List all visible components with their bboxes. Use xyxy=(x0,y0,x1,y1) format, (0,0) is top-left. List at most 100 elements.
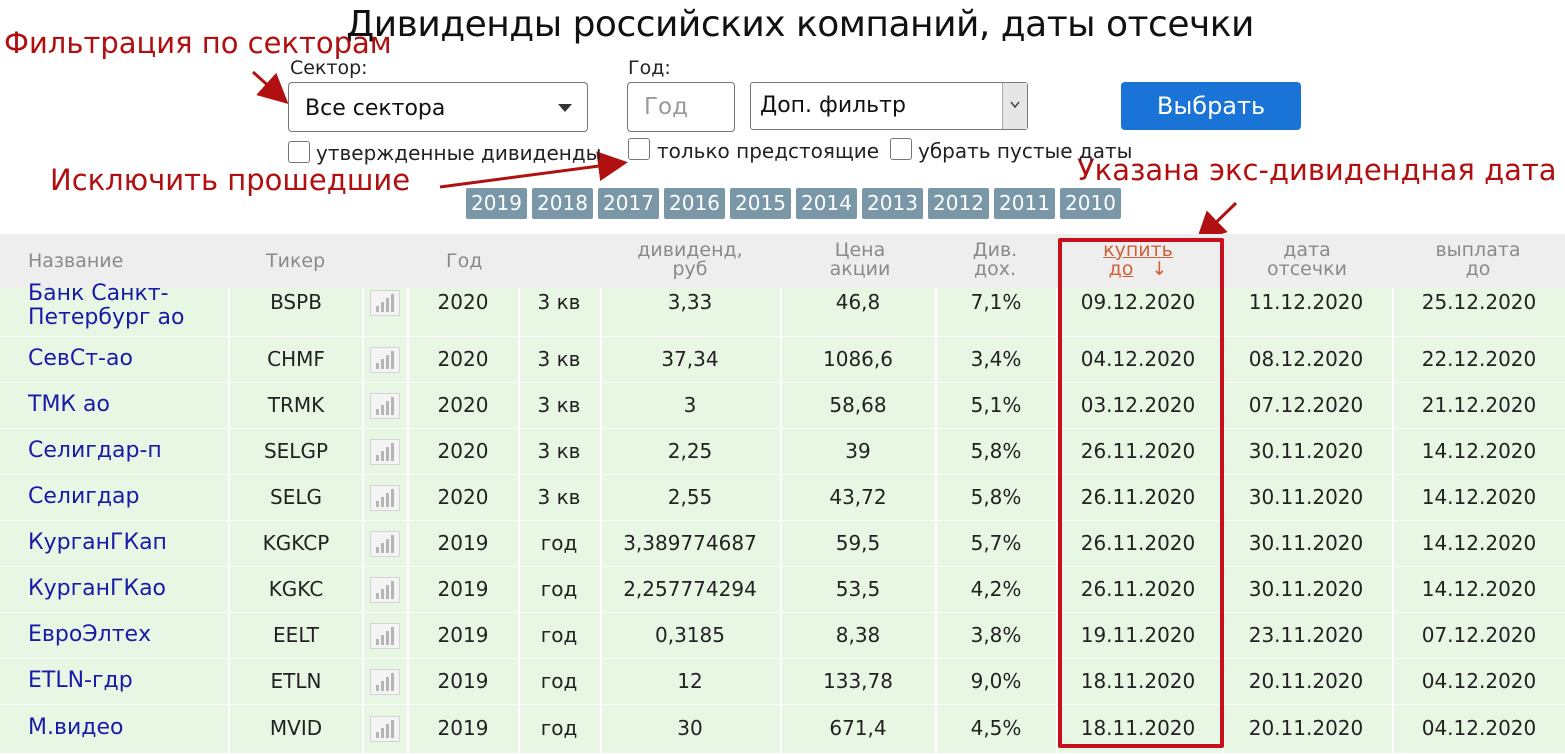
column-divider xyxy=(1392,288,1394,753)
cell-yield: 4,5% xyxy=(970,716,1022,740)
cell-price: 59,5 xyxy=(835,531,881,555)
cell-yield: 3,4% xyxy=(970,347,1022,371)
bar-chart-icon[interactable] xyxy=(370,485,400,511)
cell-buy-by: 09.12.2020 xyxy=(1080,290,1196,314)
company-link[interactable]: М.видео xyxy=(28,715,124,740)
approved-checkbox[interactable] xyxy=(288,141,310,163)
year-button-2014[interactable]: 2014 xyxy=(796,188,857,219)
cell-cutoff: 07.12.2020 xyxy=(1248,393,1364,417)
cell-year: 2019 xyxy=(437,531,489,555)
extra-filter-arrow[interactable] xyxy=(1002,83,1027,129)
year-button-2016[interactable]: 2016 xyxy=(664,188,725,219)
cell-year: 2020 xyxy=(437,485,489,509)
cell-ticker: CHMF xyxy=(267,347,325,371)
company-link[interactable]: Банк Санкт- Петербург ао xyxy=(28,282,184,330)
cell-pay-by: 22.12.2020 xyxy=(1421,347,1537,371)
table-row: ЕвроЭлтех EELT 2019 год 0,3185 8,38 3,8% 19.11.… xyxy=(0,613,1565,659)
col-header-yield[interactable]: Див. дох. xyxy=(955,241,1035,279)
col-header-yield-line1: Див. xyxy=(972,239,1018,261)
year-input[interactable]: Год xyxy=(627,82,735,132)
year-button-2018[interactable]: 2018 xyxy=(532,188,593,219)
year-button-2015[interactable]: 2015 xyxy=(730,188,791,219)
year-button-2011[interactable]: 2011 xyxy=(994,188,1055,219)
bar-chart-icon[interactable] xyxy=(370,347,400,373)
company-link[interactable]: ЕвроЭлтех xyxy=(28,622,152,647)
year-button-2017[interactable]: 2017 xyxy=(598,188,659,219)
bar-chart-icon[interactable] xyxy=(370,393,400,419)
bar-chart-icon[interactable] xyxy=(370,577,400,603)
column-divider xyxy=(780,288,782,753)
company-link[interactable]: КурганГКао xyxy=(28,576,167,601)
company-link[interactable]: Селигдар xyxy=(28,484,140,509)
cell-price: 46,8 xyxy=(835,290,881,314)
sort-desc-icon: ↓ xyxy=(1151,258,1168,280)
table-row: М.видео MVID 2019 год 30 671,4 4,5% 18.11.2020 2… xyxy=(0,705,1565,754)
company-link[interactable]: ТМК ао xyxy=(28,392,110,417)
year-button-2012[interactable]: 2012 xyxy=(928,188,989,219)
col-header-price[interactable]: Цена акции xyxy=(800,241,920,279)
bar-chart-icon[interactable] xyxy=(370,669,400,695)
cell-yield: 5,8% xyxy=(970,439,1022,463)
upcoming-checkbox-label[interactable]: только предстоящие xyxy=(657,139,880,163)
chevron-down-icon xyxy=(1010,101,1020,109)
arrow-to-sector xyxy=(251,70,289,105)
company-link[interactable]: СевСт-ао xyxy=(28,346,133,371)
cell-year: 2020 xyxy=(437,290,489,314)
bar-chart-icon[interactable] xyxy=(370,623,400,649)
cell-year: 2019 xyxy=(437,623,489,647)
cell-yield: 7,1% xyxy=(970,290,1022,314)
extra-filter-select[interactable]: Доп. фильтр xyxy=(750,82,1028,130)
cell-yield: 9,0% xyxy=(970,669,1022,693)
annotation-ex-div-date: Указана экс-дивидендная дата xyxy=(1077,153,1557,187)
submit-button[interactable]: Выбрать xyxy=(1121,82,1301,130)
year-button-2010[interactable]: 2010 xyxy=(1060,188,1121,219)
bar-chart-icon[interactable] xyxy=(370,290,400,316)
company-link[interactable]: ETLN-гдр xyxy=(28,668,133,693)
cell-price: 53,5 xyxy=(835,577,881,601)
cell-period: год xyxy=(540,623,578,647)
company-link[interactable]: КурганГКап xyxy=(28,530,167,555)
no-empty-dates-checkbox-label[interactable]: убрать пустые даты xyxy=(918,139,1133,163)
sector-select[interactable]: Все сектора xyxy=(288,82,588,132)
extra-filter-value: Доп. фильтр xyxy=(760,93,906,118)
col-header-cutoff-line1: дата xyxy=(1283,239,1331,261)
col-header-cutoff[interactable]: дата отсечки xyxy=(1247,241,1367,279)
col-header-ticker[interactable]: Тикер xyxy=(266,250,326,272)
cell-pay-by: 14.12.2020 xyxy=(1421,485,1537,509)
no-empty-dates-checkbox[interactable] xyxy=(890,138,912,160)
company-link[interactable]: Селигдар-п xyxy=(28,438,162,463)
cell-ticker: BSPB xyxy=(270,290,322,314)
cell-yield: 4,2% xyxy=(970,577,1022,601)
cell-period: 3 кв xyxy=(537,485,581,509)
col-header-year[interactable]: Год xyxy=(446,250,483,272)
cell-yield: 3,8% xyxy=(970,623,1022,647)
cell-period: год xyxy=(540,716,578,740)
year-button-2013[interactable]: 2013 xyxy=(862,188,923,219)
cell-price: 43,72 xyxy=(829,485,887,509)
cell-year: 2020 xyxy=(437,393,489,417)
year-button-2019[interactable]: 2019 xyxy=(466,188,527,219)
cell-year: 2020 xyxy=(437,347,489,371)
cell-period: 3 кв xyxy=(537,393,581,417)
cell-dividend: 37,34 xyxy=(661,347,719,371)
cell-pay-by: 21.12.2020 xyxy=(1421,393,1537,417)
col-header-pay-by[interactable]: выплата до xyxy=(1418,241,1538,279)
cell-cutoff: 11.12.2020 xyxy=(1248,290,1364,314)
bar-chart-icon[interactable] xyxy=(370,439,400,465)
column-divider xyxy=(1056,288,1058,753)
approved-checkbox-label[interactable]: утвержденные дивиденды xyxy=(316,141,602,165)
bar-chart-icon[interactable] xyxy=(370,531,400,557)
bar-chart-icon[interactable] xyxy=(370,716,400,742)
cell-period: год xyxy=(540,577,578,601)
cell-year: 2019 xyxy=(437,669,489,693)
arrow-to-buy-column xyxy=(1195,201,1238,243)
column-divider xyxy=(228,288,230,753)
col-header-pay-line2: до xyxy=(1465,258,1491,280)
col-header-yield-line2: дох. xyxy=(973,258,1017,280)
cell-buy-by: 03.12.2020 xyxy=(1080,393,1196,417)
upcoming-checkbox[interactable] xyxy=(628,138,650,160)
col-header-name[interactable]: Название xyxy=(28,250,124,272)
annotation-highlight-box xyxy=(1058,238,1224,748)
col-header-dividend[interactable]: дивиденд, руб xyxy=(610,241,770,279)
col-header-buy-by[interactable]: купить до ↓ xyxy=(1078,241,1198,279)
